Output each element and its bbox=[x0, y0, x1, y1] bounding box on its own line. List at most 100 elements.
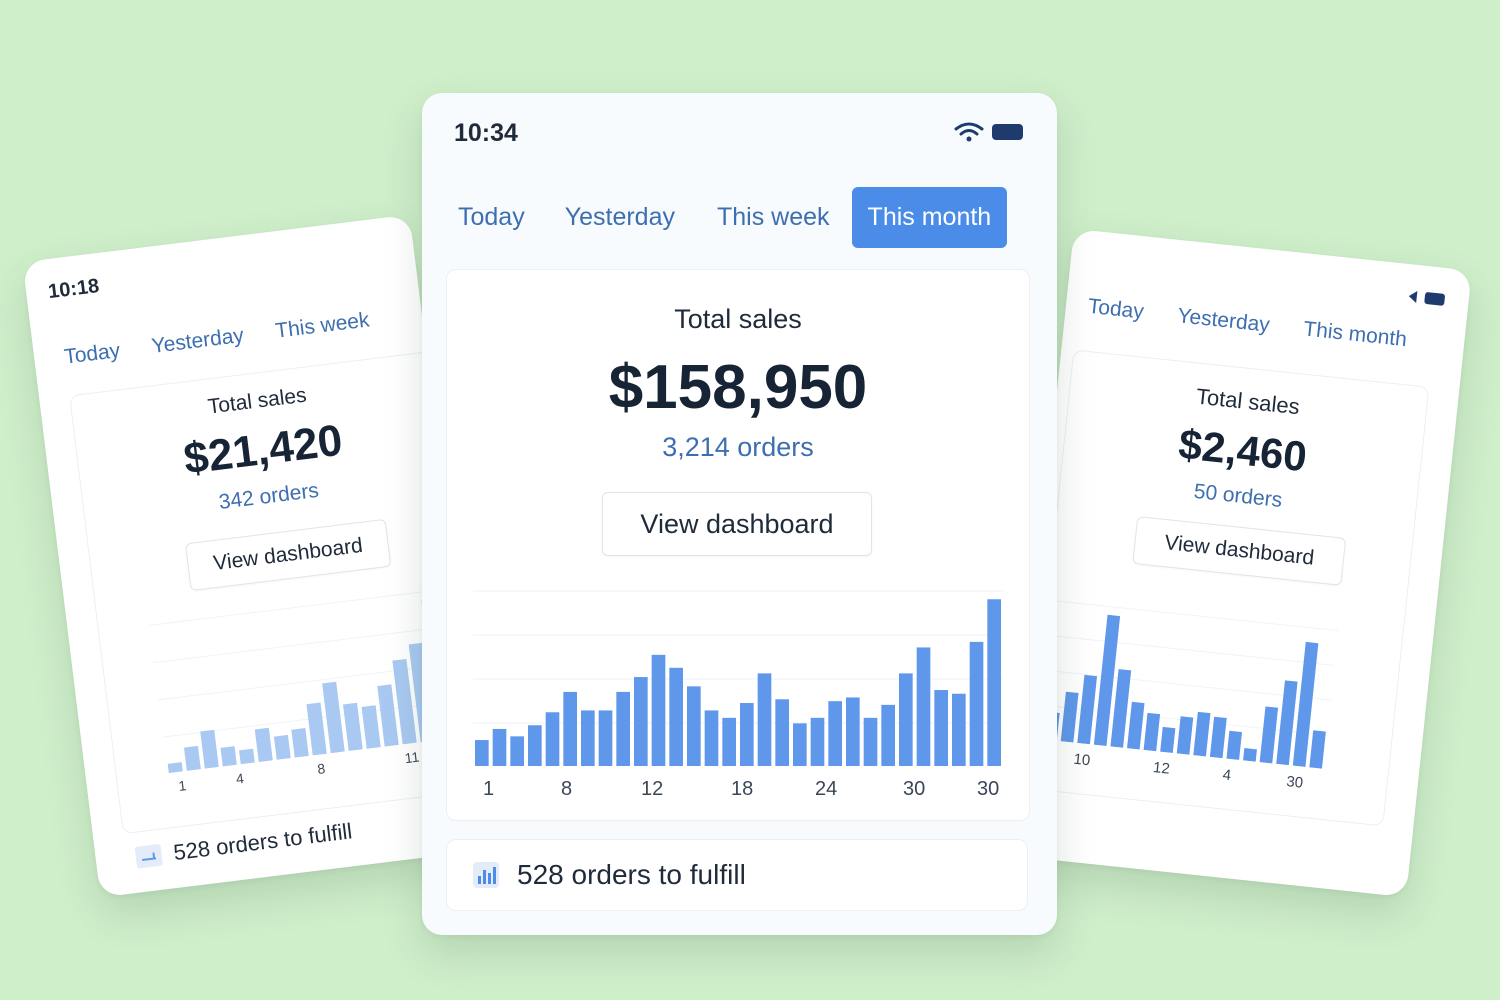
period-tabs: Today Yesterday This week This month bbox=[458, 187, 1008, 248]
chart-bar bbox=[528, 725, 542, 766]
chart-bar bbox=[1226, 730, 1242, 760]
chart-icon bbox=[134, 844, 163, 869]
tab-this-week[interactable]: This week bbox=[717, 203, 830, 231]
chart-bar bbox=[291, 728, 309, 758]
chart-bar bbox=[757, 673, 772, 766]
chart-bar bbox=[828, 701, 842, 766]
chart-bar bbox=[322, 681, 345, 754]
chart-bar bbox=[1160, 726, 1176, 754]
chart-bar bbox=[1110, 669, 1132, 748]
x-tick: 24 bbox=[815, 778, 838, 800]
tab-yesterday[interactable]: Yesterday bbox=[1176, 304, 1271, 337]
tab-yesterday[interactable]: Yesterday bbox=[150, 323, 246, 358]
chart-bar bbox=[1127, 701, 1145, 750]
chart-bar bbox=[899, 673, 913, 766]
chart-bar bbox=[254, 727, 273, 763]
chart-bar bbox=[377, 684, 399, 747]
grid-line bbox=[148, 589, 437, 626]
x-tick: 8 bbox=[316, 760, 327, 777]
status-time: 10:18 bbox=[46, 275, 101, 304]
chart-bar bbox=[1292, 641, 1319, 767]
battery-icon bbox=[1408, 291, 1445, 306]
tab-this-month[interactable]: This month bbox=[1302, 317, 1409, 352]
chart-bar bbox=[1143, 712, 1161, 752]
chart-bar bbox=[651, 654, 666, 766]
tab-today[interactable]: Today bbox=[1086, 294, 1145, 324]
left-phone-card: 10:18 Today Yesterday This week Total sa… bbox=[22, 214, 488, 898]
chart-bar bbox=[687, 686, 701, 766]
x-tick: 30 bbox=[1285, 773, 1304, 792]
x-tick: 1 bbox=[483, 778, 495, 800]
chart-bar bbox=[581, 710, 595, 766]
chart-bar bbox=[969, 641, 984, 766]
tab-yesterday[interactable]: Yesterday bbox=[564, 203, 675, 231]
period-tabs: Today Yesterday This week bbox=[63, 308, 371, 369]
wifi-icon bbox=[954, 122, 984, 142]
chart-bar bbox=[563, 691, 577, 766]
total-sales-label: Total sales bbox=[674, 304, 802, 334]
x-tick: 11 bbox=[403, 748, 421, 767]
sales-card: Total sales $2,460 50 orders View dashbo… bbox=[1027, 349, 1430, 827]
view-dashboard-button[interactable]: View dashboard bbox=[184, 518, 392, 592]
chart-bar bbox=[1060, 691, 1079, 743]
chart-bar bbox=[616, 691, 630, 766]
chart-bar bbox=[343, 702, 363, 752]
chart-bar bbox=[793, 723, 807, 766]
chart-bar bbox=[1093, 614, 1121, 747]
tab-this-month[interactable]: This month bbox=[851, 187, 1008, 248]
chart-bar bbox=[273, 734, 291, 760]
orders-to-fulfill-text: 528 orders to fulfill bbox=[517, 859, 746, 890]
chart-bar bbox=[167, 762, 183, 774]
orders-count: 3,214 orders bbox=[662, 432, 814, 462]
chart-bar bbox=[934, 690, 948, 766]
sales-bar-chart bbox=[473, 590, 1003, 766]
chart-bar bbox=[1309, 730, 1326, 769]
x-tick: 4 bbox=[1221, 766, 1232, 785]
tab-today[interactable]: Today bbox=[458, 203, 525, 231]
center-phone-card: 10:34 Today Yesterday This week This mon… bbox=[422, 93, 1057, 935]
chart-bar bbox=[1077, 674, 1098, 745]
chart-bar bbox=[634, 677, 648, 766]
chart-bar bbox=[392, 658, 417, 745]
chart-bar bbox=[863, 717, 878, 766]
x-tick: 8 bbox=[561, 778, 573, 800]
period-tabs: Today Yesterday This month bbox=[1087, 295, 1408, 352]
x-tick: 18 bbox=[731, 778, 754, 800]
x-tick: 4 bbox=[235, 770, 245, 787]
orders-to-fulfill-row[interactable]: 528 orders to fulfill bbox=[446, 839, 1028, 911]
chart-bar bbox=[952, 693, 966, 766]
chart-bar bbox=[1176, 716, 1194, 755]
chart-bar bbox=[1243, 748, 1257, 762]
chart-bar bbox=[722, 717, 736, 766]
x-tick: 30 bbox=[903, 778, 926, 800]
x-tick: 10 bbox=[1072, 750, 1092, 770]
x-tick: 30 bbox=[977, 778, 1000, 800]
sales-bar-chart bbox=[148, 589, 453, 774]
chart-bar bbox=[740, 703, 754, 766]
x-tick: 12 bbox=[641, 778, 664, 800]
orders-to-fulfill-row[interactable]: 528 orders to fulfill bbox=[134, 818, 353, 870]
right-phone-card: Today Yesterday This month Total sales $… bbox=[1008, 228, 1472, 898]
tab-today[interactable]: Today bbox=[62, 339, 122, 369]
view-dashboard-button[interactable]: View dashboard bbox=[602, 492, 872, 556]
chart-bar bbox=[239, 748, 255, 765]
tab-this-week[interactable]: This week bbox=[274, 308, 371, 343]
chart-bar bbox=[361, 705, 381, 749]
chart-bar bbox=[1209, 716, 1227, 759]
chart-bar bbox=[510, 736, 524, 766]
bar-chart-icon bbox=[473, 862, 499, 888]
view-dashboard-button[interactable]: View dashboard bbox=[1132, 516, 1347, 586]
grid-line bbox=[1036, 633, 1335, 666]
chart-bar bbox=[846, 697, 860, 766]
chart-bar bbox=[987, 599, 1001, 766]
sales-bar-chart bbox=[1027, 598, 1339, 769]
chart-bar bbox=[1259, 706, 1279, 764]
chart-bar bbox=[669, 667, 683, 766]
grid-line bbox=[1029, 703, 1328, 736]
grid-line bbox=[1040, 598, 1339, 632]
sales-card: Total sales $158,950 3,214 orders View d… bbox=[446, 269, 1030, 821]
chart-bar bbox=[220, 746, 237, 767]
chart-bar bbox=[598, 710, 613, 766]
status-time: 10:34 bbox=[454, 119, 518, 147]
grid-line bbox=[153, 626, 442, 664]
